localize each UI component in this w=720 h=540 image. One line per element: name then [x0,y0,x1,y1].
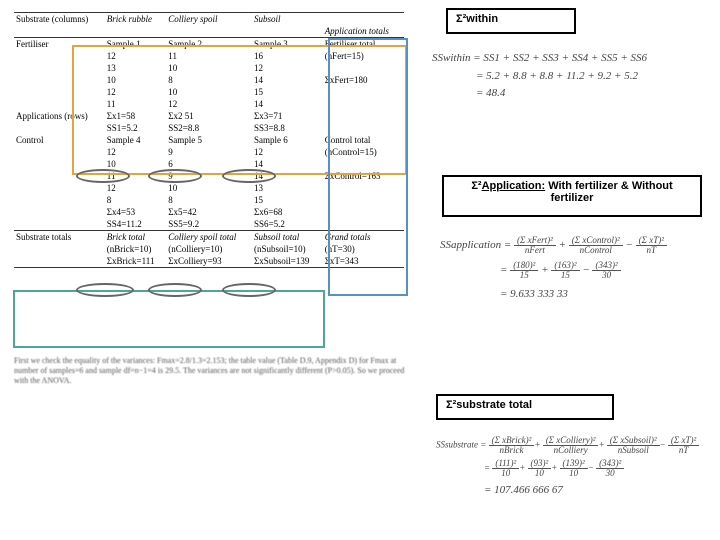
label-within: Σ²within [446,8,576,34]
ss-oval [148,283,202,297]
formula-application: SSapplication = (Σ xFert)²nFert + (Σ xCo… [440,236,708,304]
hdr-substrate: Substrate (columns) [14,13,105,26]
label-application: Σ²Application: With fertilizer & Without… [442,175,702,217]
highlight-teal [13,290,325,348]
formula-within: SSwithin = SS1 + SS2 + SS3 + SS4 + SS5 +… [432,50,702,103]
ss-oval [76,283,134,297]
footnote: First we check the equality of the varia… [14,356,406,386]
ss-oval [222,283,276,297]
formula-substrate: SSsubstrate = (Σ xBrick)²nBrick+ (Σ xCol… [436,436,706,500]
label-substrate: Σ²substrate total [436,394,614,420]
anova-table: Substrate (columns)Brick rubbleColliery … [14,12,404,268]
